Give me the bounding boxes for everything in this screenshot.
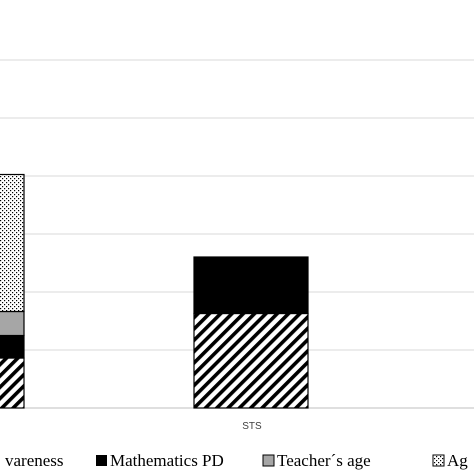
legend-label-age: Ag <box>447 451 468 470</box>
bar-segment-age-cat0 <box>0 173 25 313</box>
bar-segment-awareness-cat0 <box>0 357 25 409</box>
legend-swatch-age <box>432 454 445 467</box>
bars <box>0 173 309 409</box>
gridlines <box>0 59 474 351</box>
bar-segment-teacher-s-age-cat0 <box>0 310 25 337</box>
legend-label-mathematics-pd: Mathematics PD <box>110 451 224 470</box>
bar-segment-mathematics-pd-cat0 <box>0 334 25 359</box>
bar-segment-mathematics-pd-sts <box>193 256 309 315</box>
legend-label-teachers-age: Teacher´s age <box>277 451 371 470</box>
legend: vareness Mathematics PD Teacher´s age Ag <box>5 451 468 470</box>
legend-swatch-teachers-age <box>262 454 275 467</box>
bar-segment-awareness-sts <box>193 312 309 409</box>
x-tick-label-sts: STS <box>242 421 262 432</box>
legend-swatch-mathematics-pd <box>96 455 107 466</box>
legend-label-awareness: vareness <box>5 451 64 470</box>
